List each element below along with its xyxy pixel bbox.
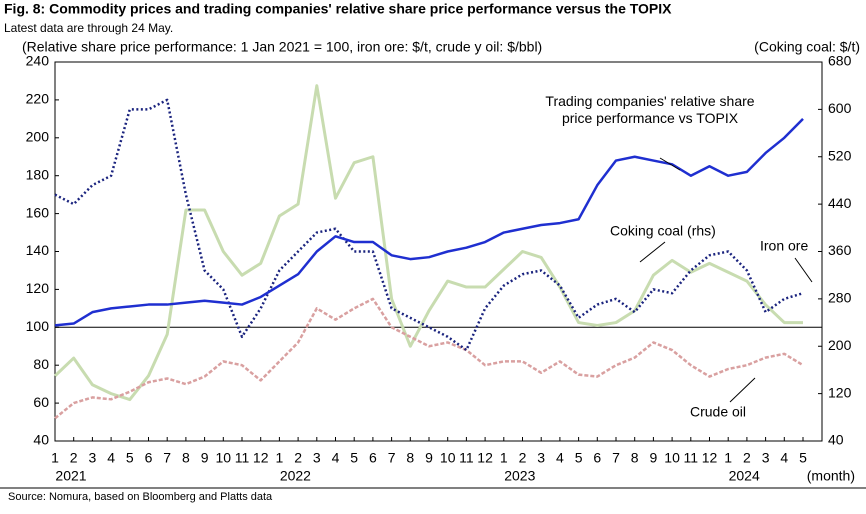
y-tick-label: 100 — [26, 318, 50, 334]
x-tick-label: 11 — [235, 450, 250, 466]
year-label: 2021 — [55, 468, 86, 484]
x-tick-label: 10 — [664, 450, 680, 466]
y2-tick-label: 360 — [828, 242, 852, 258]
year-label: 2024 — [729, 468, 760, 484]
x-tick-label: 12 — [702, 450, 718, 466]
x-tick-label: 6 — [145, 450, 153, 466]
series-label: Crude oil — [690, 404, 746, 420]
x-tick-label: 8 — [631, 450, 639, 466]
x-tick-label: 7 — [163, 450, 171, 466]
x-tick-label: 6 — [593, 450, 601, 466]
y-tick-label: 60 — [33, 394, 49, 410]
x-tick-label: 9 — [201, 450, 209, 466]
y-tick-label: 180 — [26, 166, 50, 182]
x-tick-label: 5 — [350, 450, 358, 466]
subtitle: Latest data are through 24 May. — [4, 21, 173, 35]
x-tick-label: 1 — [500, 450, 508, 466]
y-tick-label: 160 — [26, 204, 50, 220]
x-tick-label: 6 — [369, 450, 377, 466]
leader — [639, 241, 666, 263]
x-tick-label: 2 — [743, 450, 751, 466]
chart-title: Fig. 8: Commodity prices and trading com… — [4, 1, 672, 17]
leader — [794, 257, 813, 283]
year-label: 2023 — [504, 468, 535, 484]
x-tick-label: 3 — [313, 450, 321, 466]
x-tick-label: 2 — [294, 450, 302, 466]
x-tick-label: 4 — [780, 450, 788, 466]
x-tick-label: 1 — [724, 450, 732, 466]
series-line — [54, 117, 804, 327]
x-tick-label: 11 — [684, 450, 699, 466]
y2-tick-label: 200 — [828, 337, 852, 353]
x-tick-label: 3 — [89, 450, 97, 466]
y2-tick-label: 440 — [828, 195, 852, 211]
series-line — [54, 98, 804, 352]
y2-axis-label: (Coking coal: $/t) — [754, 39, 860, 55]
y-tick-label: 220 — [26, 91, 50, 107]
x-tick-label: 1 — [51, 450, 59, 466]
series-line — [53, 84, 803, 402]
source: Source: Nomura, based on Bloomberg and P… — [8, 491, 273, 503]
x-tick-label: 3 — [537, 450, 545, 466]
y2-tick-label: 280 — [828, 290, 852, 306]
x-tick-label: 12 — [253, 450, 269, 466]
x-unit: (month) — [807, 468, 855, 484]
y-tick-label: 140 — [26, 242, 50, 258]
leader — [659, 157, 681, 171]
x-tick-label: 3 — [762, 450, 770, 466]
x-tick-label: 4 — [332, 450, 340, 466]
x-tick-label: 2 — [70, 450, 78, 466]
year-label: 2022 — [280, 468, 311, 484]
x-tick-label: 11 — [459, 450, 474, 466]
y-tick-label: 240 — [26, 53, 50, 69]
y2-tick-label: 40 — [828, 432, 844, 448]
x-tick-label: 8 — [406, 450, 414, 466]
y2-tick-label: 120 — [828, 384, 852, 400]
x-tick-label: 5 — [799, 450, 807, 466]
x-tick-label: 4 — [556, 450, 564, 466]
x-tick-label: 5 — [575, 450, 583, 466]
x-tick-label: 12 — [477, 450, 493, 466]
x-tick-label: 5 — [126, 450, 134, 466]
x-tick-label: 10 — [216, 450, 232, 466]
series-label: Iron ore — [760, 238, 808, 254]
x-tick-label: 1 — [276, 450, 284, 466]
series-label: Coking coal (rhs) — [610, 223, 716, 239]
y-tick-label: 80 — [33, 356, 49, 372]
series-line — [54, 297, 804, 420]
x-tick-label: 7 — [612, 450, 620, 466]
y2-tick-label: 600 — [828, 100, 852, 116]
y-tick-label: 200 — [26, 129, 50, 145]
annotation: Trading companies' relative share price … — [545, 93, 755, 126]
y-tick-label: 120 — [26, 280, 50, 296]
x-tick-label: 8 — [182, 450, 190, 466]
x-tick-label: 9 — [425, 450, 433, 466]
x-tick-label: 10 — [440, 450, 456, 466]
y-tick-label: 40 — [33, 432, 49, 448]
y2-tick-label: 680 — [828, 53, 852, 69]
y-axis-label: (Relative share price performance: 1 Jan… — [22, 39, 542, 55]
y2-tick-label: 520 — [828, 147, 852, 163]
x-tick-label: 4 — [107, 450, 115, 466]
x-tick-label: 2 — [519, 450, 527, 466]
x-tick-label: 7 — [388, 450, 396, 466]
x-tick-label: 9 — [650, 450, 658, 466]
leader — [729, 377, 756, 403]
